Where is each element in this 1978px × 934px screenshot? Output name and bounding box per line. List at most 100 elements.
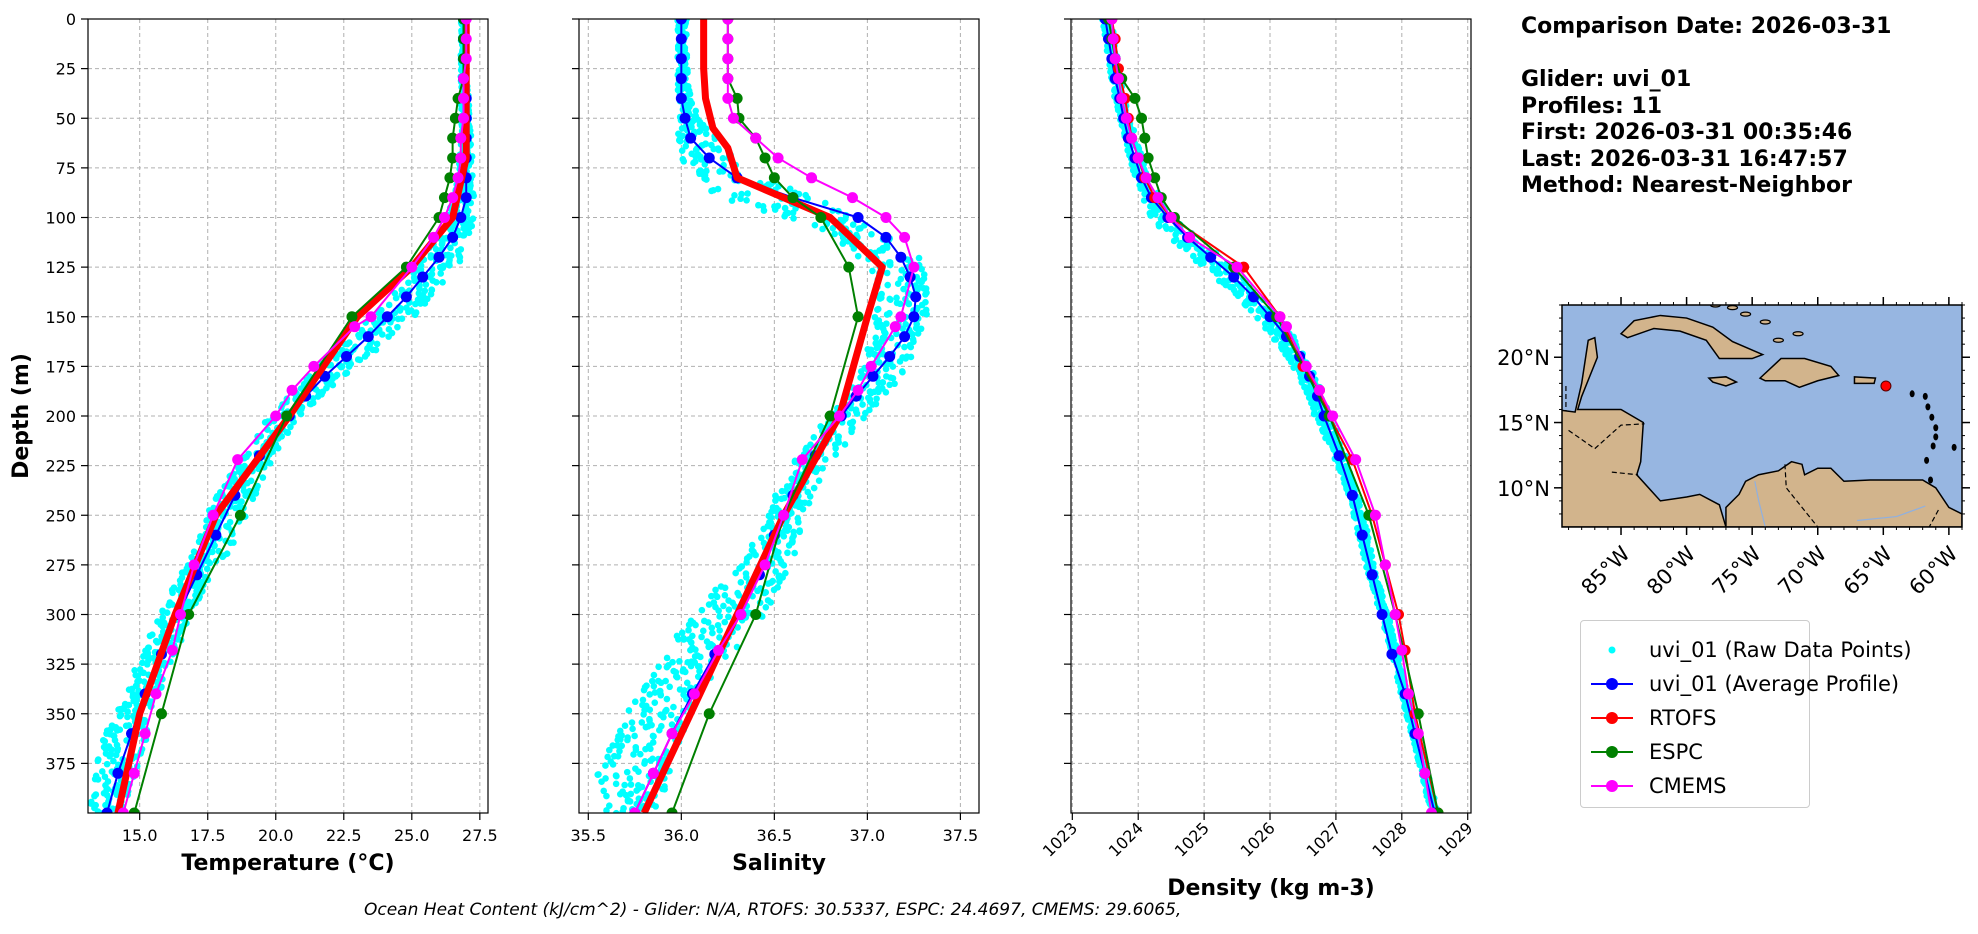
- raw-point: [789, 209, 797, 217]
- series-point: [895, 311, 907, 323]
- raw-point: [728, 197, 736, 204]
- series-point: [1419, 767, 1431, 779]
- x-tick-label: 37.0: [850, 826, 886, 845]
- raw-point: [680, 636, 688, 643]
- raw-point: [102, 801, 109, 809]
- raw-point: [715, 607, 722, 615]
- series-point: [455, 212, 467, 223]
- raw-point: [100, 814, 107, 821]
- raw-point: [642, 745, 649, 753]
- raw-point: [772, 507, 780, 515]
- series-point: [910, 291, 922, 303]
- series-point: [112, 767, 124, 779]
- raw-point: [130, 712, 137, 720]
- series-point: [362, 331, 374, 343]
- raw-point: [736, 565, 743, 572]
- raw-point: [819, 465, 826, 472]
- raw-point: [1282, 344, 1289, 352]
- raw-point: [815, 477, 823, 485]
- raw-point: [124, 708, 131, 715]
- series-point: [865, 360, 877, 372]
- raw-point: [615, 813, 622, 820]
- series-point: [846, 192, 858, 204]
- series-point: [207, 509, 219, 521]
- raw-point: [656, 726, 663, 734]
- border-line: [1784, 464, 1819, 527]
- series-point: [1376, 609, 1388, 620]
- series-point: [722, 19, 734, 25]
- raw-point: [884, 281, 892, 289]
- x-tick-label: 35.5: [570, 826, 606, 845]
- raw-point: [799, 505, 807, 513]
- plot-area: [594, 19, 930, 820]
- x-tick-label: 1023: [1039, 818, 1081, 860]
- series-point: [406, 261, 418, 273]
- raw-point: [1167, 225, 1175, 233]
- river-line: [1857, 505, 1926, 522]
- raw-point: [781, 527, 789, 534]
- raw-point: [685, 621, 693, 629]
- raw-point: [871, 313, 879, 321]
- raw-point: [598, 778, 605, 785]
- raw-point: [675, 636, 682, 643]
- series-line: [1110, 19, 1440, 813]
- raw-point: [748, 541, 756, 549]
- series-point: [703, 152, 715, 164]
- raw-point: [873, 395, 880, 403]
- x-tick-label: 25.0: [394, 826, 430, 845]
- raw-point: [764, 597, 772, 604]
- raw-point: [1183, 245, 1190, 253]
- series-point: [1140, 172, 1152, 184]
- series-point: [460, 192, 472, 204]
- raw-point: [687, 639, 695, 646]
- series-point: [381, 311, 393, 323]
- raw-point: [819, 225, 826, 233]
- raw-point: [687, 646, 694, 654]
- raw-point: [914, 330, 922, 337]
- series-line: [1110, 19, 1433, 813]
- legend-swatch-espc: [1591, 746, 1633, 758]
- raw-point: [632, 765, 639, 772]
- x-tick-label: 15.0: [122, 826, 158, 845]
- raw-point: [791, 549, 798, 557]
- series-point: [1369, 509, 1381, 521]
- raw-point: [882, 388, 890, 396]
- raw-point: [103, 760, 111, 768]
- raw-point: [831, 230, 839, 238]
- raw-point: [1172, 231, 1179, 238]
- raw-point: [361, 353, 369, 360]
- y-tick-label: 25: [56, 60, 76, 79]
- raw-point: [694, 116, 701, 123]
- raw-point: [848, 428, 855, 436]
- series-point: [666, 807, 678, 813]
- x-tick-label: 27.5: [462, 826, 498, 845]
- raw-point: [752, 551, 759, 559]
- series-rtofs: [640, 19, 886, 813]
- series-point: [1366, 569, 1378, 581]
- series-point: [1231, 261, 1243, 273]
- raw-point: [1213, 270, 1221, 277]
- raw-point: [907, 343, 915, 351]
- series-point: [1109, 53, 1121, 65]
- raw-point: [467, 216, 475, 224]
- series-point: [796, 454, 808, 466]
- raw-point: [210, 543, 218, 550]
- raw-point: [762, 604, 770, 611]
- raw-point: [716, 627, 723, 634]
- series-point: [455, 132, 467, 144]
- raw-point: [708, 592, 715, 600]
- raw-point: [456, 257, 464, 265]
- raw-point: [874, 306, 881, 313]
- series-point: [772, 152, 784, 164]
- raw-point: [1430, 812, 1434, 813]
- raw-point: [743, 197, 750, 204]
- raw-point: [99, 768, 106, 775]
- raw-point: [769, 577, 777, 585]
- series-point: [685, 132, 697, 144]
- raw-point: [465, 229, 473, 237]
- series-point: [438, 212, 450, 223]
- raw-point: [612, 780, 620, 788]
- raw-point: [893, 330, 900, 338]
- series-point: [1152, 192, 1164, 204]
- raw-point: [630, 751, 637, 758]
